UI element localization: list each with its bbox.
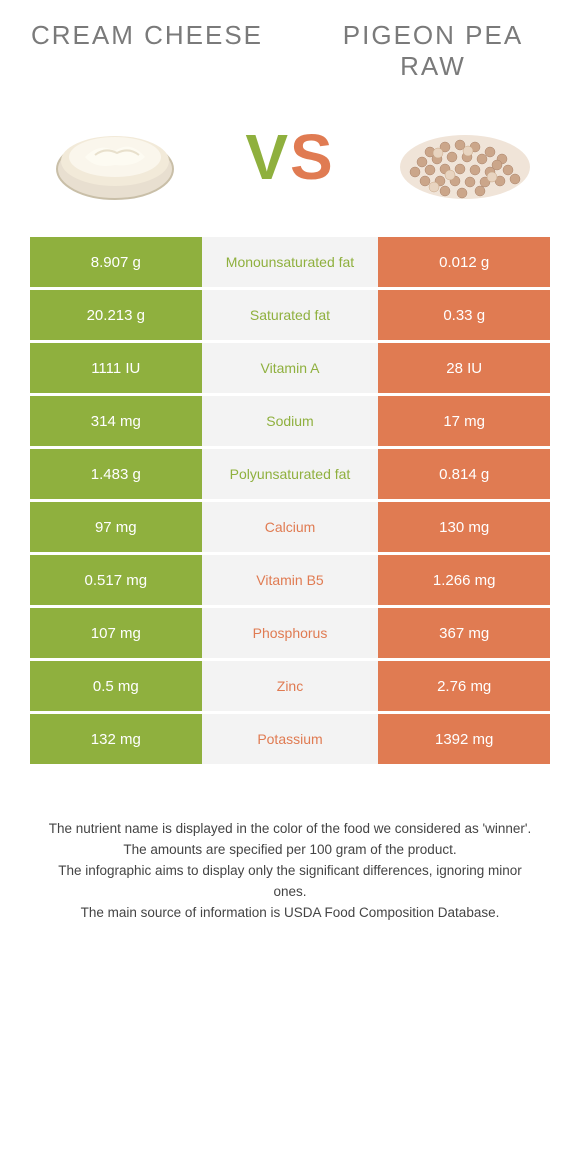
pigeon-pea-image: [390, 102, 540, 212]
cream-cheese-image: [40, 102, 190, 212]
nutrient-right-value: 0.33 g: [378, 290, 550, 340]
nutrient-label: Phosphorus: [202, 608, 379, 658]
header-titles: CREAM CHEESE PIGEON PEA RAW: [30, 20, 550, 82]
nutrient-label: Saturated fat: [202, 290, 379, 340]
nutrient-row: 314 mgSodium17 mg: [30, 396, 550, 446]
nutrient-right-value: 1392 mg: [378, 714, 550, 764]
nutrient-label: Vitamin B5: [202, 555, 379, 605]
nutrient-right-value: 28 IU: [378, 343, 550, 393]
footer-line: The main source of information is USDA F…: [40, 903, 540, 924]
nutrient-row: 1111 IUVitamin A28 IU: [30, 343, 550, 393]
nutrient-left-value: 0.5 mg: [30, 661, 202, 711]
vs-label: VS: [245, 120, 334, 194]
food-left-title: CREAM CHEESE: [30, 20, 264, 51]
nutrient-left-value: 107 mg: [30, 608, 202, 658]
nutrient-label: Calcium: [202, 502, 379, 552]
nutrient-right-value: 367 mg: [378, 608, 550, 658]
footer-line: The nutrient name is displayed in the co…: [40, 819, 540, 840]
food-right-title: PIGEON PEA RAW: [316, 20, 550, 82]
nutrient-left-value: 0.517 mg: [30, 555, 202, 605]
nutrient-label: Polyunsaturated fat: [202, 449, 379, 499]
nutrient-right-value: 1.266 mg: [378, 555, 550, 605]
nutrient-label: Potassium: [202, 714, 379, 764]
nutrient-row: 0.5 mgZinc2.76 mg: [30, 661, 550, 711]
nutrient-right-value: 2.76 mg: [378, 661, 550, 711]
nutrient-left-value: 1.483 g: [30, 449, 202, 499]
nutrient-label: Monounsaturated fat: [202, 237, 379, 287]
nutrient-row: 8.907 gMonounsaturated fat0.012 g: [30, 237, 550, 287]
nutrient-row: 1.483 gPolyunsaturated fat0.814 g: [30, 449, 550, 499]
infographic-container: CREAM CHEESE PIGEON PEA RAW VS: [0, 0, 580, 924]
nutrient-row: 20.213 gSaturated fat0.33 g: [30, 290, 550, 340]
nutrient-left-value: 97 mg: [30, 502, 202, 552]
nutrient-right-value: 130 mg: [378, 502, 550, 552]
nutrient-row: 132 mgPotassium1392 mg: [30, 714, 550, 764]
nutrient-left-value: 20.213 g: [30, 290, 202, 340]
nutrient-label: Vitamin A: [202, 343, 379, 393]
nutrient-row: 0.517 mgVitamin B51.266 mg: [30, 555, 550, 605]
nutrient-right-value: 0.814 g: [378, 449, 550, 499]
nutrient-left-value: 314 mg: [30, 396, 202, 446]
nutrient-left-value: 132 mg: [30, 714, 202, 764]
nutrient-label: Zinc: [202, 661, 379, 711]
nutrient-right-value: 0.012 g: [378, 237, 550, 287]
footer-line: The amounts are specified per 100 gram o…: [40, 840, 540, 861]
footer-notes: The nutrient name is displayed in the co…: [30, 819, 550, 924]
nutrient-right-value: 17 mg: [378, 396, 550, 446]
nutrient-left-value: 1111 IU: [30, 343, 202, 393]
nutrient-table: 8.907 gMonounsaturated fat0.012 g20.213 …: [30, 237, 550, 764]
footer-line: The infographic aims to display only the…: [40, 861, 540, 903]
nutrient-left-value: 8.907 g: [30, 237, 202, 287]
nutrient-label: Sodium: [202, 396, 379, 446]
nutrient-row: 107 mgPhosphorus367 mg: [30, 608, 550, 658]
images-row: VS: [30, 102, 550, 212]
nutrient-row: 97 mgCalcium130 mg: [30, 502, 550, 552]
